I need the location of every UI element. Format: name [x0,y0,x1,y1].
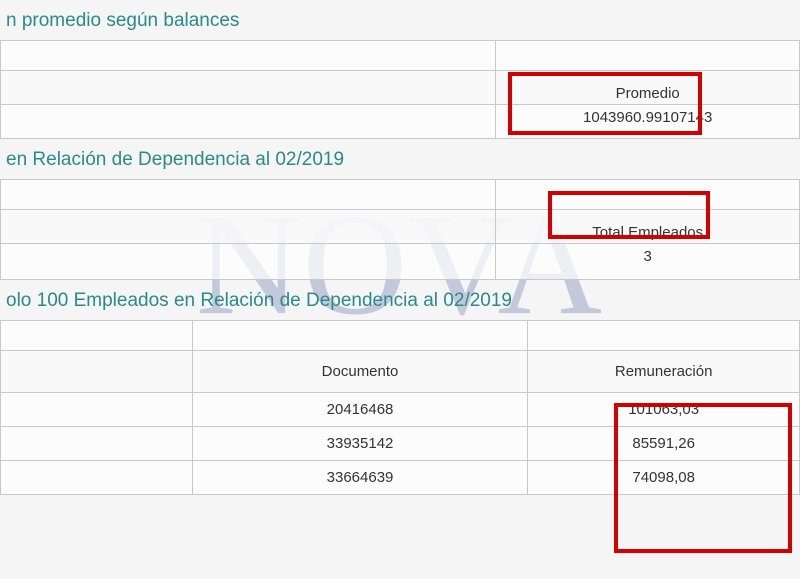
col-remuneracion-header: Remuneración [528,351,800,393]
table-row: 33664639 74098,08 [1,461,800,495]
section2-title: en Relación de Dependencia al 02/2019 [0,139,800,179]
table-blank-cell [1,105,496,139]
cell-documento: 20416468 [192,393,528,427]
col-blank-header [1,351,193,393]
table-empleados-detalle: Documento Remuneración 20416468 101063,0… [0,320,800,495]
table-promedio: Promedio 1043960.99107143 [0,40,800,139]
cell-remuneracion: 74098,08 [528,461,800,495]
table-blank-header [1,71,496,105]
total-empleados-value: 3 [496,244,800,280]
section1-title: n promedio según balances [0,0,800,40]
cell-blank [1,461,193,495]
table-total-empleados: Total Empleados 3 [0,179,800,280]
cell-documento: 33935142 [192,427,528,461]
cell-remuneracion: 85591,26 [528,427,800,461]
cell-blank [1,427,193,461]
cell-remuneracion: 101063,03 [528,393,800,427]
cell-blank [1,393,193,427]
col-documento-header: Documento [192,351,528,393]
section3-title: olo 100 Empleados en Relación de Depende… [0,280,800,320]
total-empleados-header: Total Empleados [496,210,800,244]
table-blank-cell [1,244,496,280]
cell-documento: 33664639 [192,461,528,495]
promedio-value: 1043960.99107143 [496,105,800,139]
table-blank-header [1,210,496,244]
table-row: 33935142 85591,26 [1,427,800,461]
table-row: 20416468 101063,03 [1,393,800,427]
promedio-header: Promedio [496,71,800,105]
